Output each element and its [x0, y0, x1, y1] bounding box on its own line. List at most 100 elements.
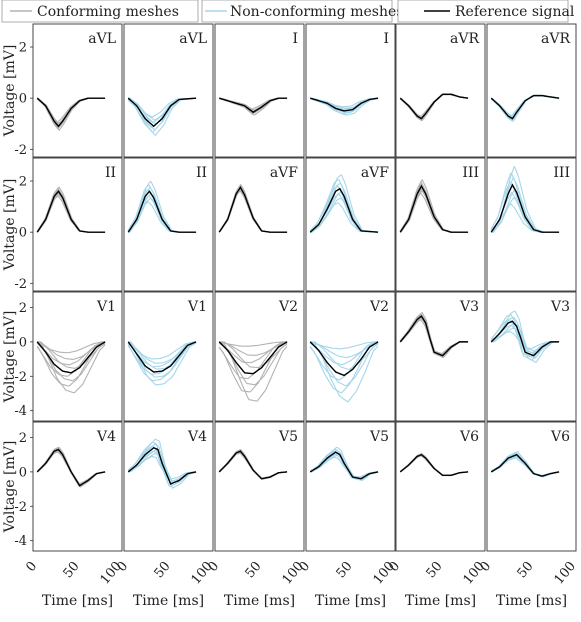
y-tick-label: -2: [14, 370, 27, 385]
panel-frame: [214, 421, 305, 552]
ensemble-line: [37, 341, 106, 360]
panel-aVF-nonconforming: aVF: [305, 157, 396, 292]
panel-frame: [305, 23, 396, 158]
panel-curves: [490, 310, 560, 363]
reference-line: [399, 315, 469, 357]
x-axis-label: Time [ms]: [496, 593, 567, 609]
y-tick-label: 0: [19, 335, 27, 350]
panel-label: I: [292, 31, 298, 47]
reference-line: [36, 190, 106, 233]
reference-line: [127, 97, 197, 128]
panel-label: V4: [96, 429, 116, 445]
panel-frame: [214, 291, 305, 422]
panel-curves: [309, 446, 379, 481]
panel-label: V5: [278, 429, 298, 445]
panel-curves: [127, 97, 197, 136]
reference-line: [127, 190, 197, 233]
panel-aVL-nonconforming: aVL: [123, 23, 214, 158]
y-tick-label: 2: [19, 431, 27, 446]
panel-curves: [399, 453, 469, 477]
panel-label: V2: [278, 299, 298, 315]
panel-aVR-nonconforming: aVR: [486, 23, 577, 158]
reference-line: [218, 341, 288, 375]
panel-label: II: [196, 165, 207, 181]
reference-line: [309, 187, 379, 233]
y-tick-label: 2: [19, 175, 27, 190]
panel-label: aVR: [541, 31, 570, 47]
panel-frame: [32, 23, 123, 158]
panel-aVF-conforming: aVF: [214, 157, 305, 292]
legend: Conforming meshes Non-conforming meshes …: [1, 0, 575, 23]
ensemble-line: [490, 313, 560, 361]
panel-frame: [123, 421, 214, 552]
y-axis-label: Voltage [mV]: [2, 179, 18, 272]
reference-line: [399, 453, 469, 477]
y-tick-label: -2: [14, 500, 27, 515]
panel-V2-nonconforming: V2: [305, 291, 396, 422]
legend-label-conforming: Conforming meshes: [37, 4, 179, 20]
y-tick-label: 0: [19, 92, 27, 107]
legend-box-nonconforming: [201, 0, 393, 23]
panel-label: II: [105, 165, 116, 181]
reference-line: [399, 184, 469, 233]
legend-label-reference: Reference signal: [455, 4, 575, 20]
x-tick-label: 50: [61, 559, 83, 581]
panel-curves: [218, 184, 288, 233]
panel-curves: [218, 449, 288, 480]
panel-frame: [123, 23, 214, 158]
panel-curves: [219, 97, 288, 116]
legend-label-nonconforming: Non-conforming meshes: [230, 4, 403, 20]
panel-frame: [214, 23, 305, 158]
y-tick-label: -2: [14, 143, 27, 158]
panel-label: V1: [187, 299, 207, 315]
panel-frame: [32, 421, 123, 552]
panel-label: V6: [550, 429, 570, 445]
panel-V3-nonconforming: V3: [486, 291, 577, 422]
panel-label: V2: [369, 299, 389, 315]
ensemble-line: [309, 341, 379, 381]
panel-curves: [127, 438, 197, 490]
panel-frame: [32, 157, 123, 292]
panel-II-nonconforming: II: [123, 157, 214, 292]
panel-curves: [490, 450, 560, 478]
panel-V3-conforming: V3: [395, 291, 486, 422]
ensemble-line: [218, 341, 288, 380]
reference-line: [490, 183, 560, 233]
y-tick-label: 0: [19, 226, 27, 241]
x-tick-label: 50: [152, 559, 174, 581]
ensemble-line: [36, 341, 106, 377]
reference-line: [490, 94, 560, 120]
panel-curves: [127, 180, 197, 233]
x-axis-label: Time [ms]: [42, 593, 113, 609]
panel-curves: [399, 93, 469, 122]
panel-III-nonconforming: III: [486, 157, 577, 292]
panel-label: III: [553, 165, 570, 181]
panel-I-conforming: I: [214, 23, 305, 158]
y-tick-label: 2: [19, 301, 27, 316]
reference-line: [36, 97, 106, 128]
reference-line: [218, 186, 288, 233]
panel-label: III: [462, 165, 479, 181]
panel-frame: [214, 157, 305, 292]
panel-curves: [399, 311, 469, 359]
reference-line: [36, 448, 106, 487]
reference-line: [310, 97, 379, 112]
panel-curves: [36, 97, 106, 131]
reference-line: [219, 97, 288, 114]
panel-curves: [36, 446, 106, 488]
y-tick-label: -4: [14, 534, 27, 549]
y-tick-label: -4: [14, 404, 27, 419]
reference-line: [490, 320, 560, 357]
panel-frame: [486, 421, 577, 552]
reference-line: [399, 93, 469, 120]
ensemble-line: [491, 310, 560, 363]
panel-label: aVF: [270, 165, 298, 181]
